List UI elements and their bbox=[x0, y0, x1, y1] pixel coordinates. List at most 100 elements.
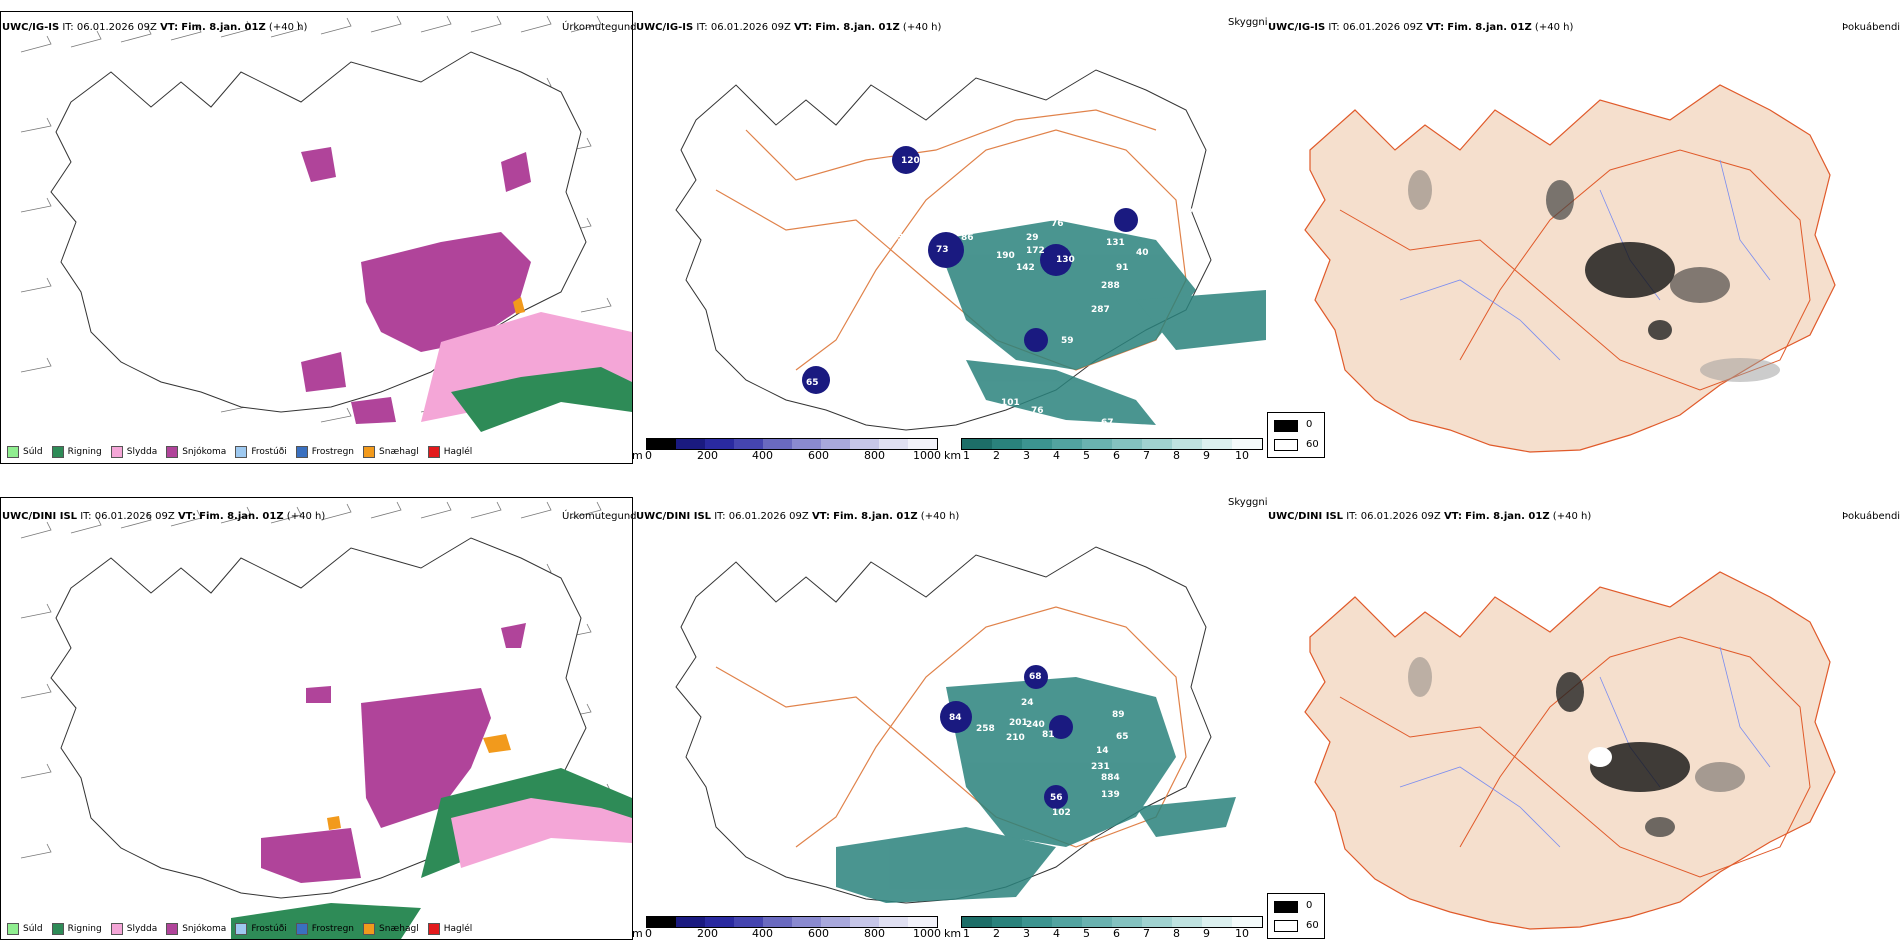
cloud-label: 131 bbox=[1106, 238, 1125, 248]
cloud-label: 172 bbox=[1026, 246, 1045, 256]
visibility-tick: 2 bbox=[993, 449, 1000, 462]
fog-map-1[interactable] bbox=[1300, 40, 1880, 460]
cloud-label: 91 bbox=[1116, 263, 1129, 273]
cloud-base-tick: 1000 bbox=[913, 927, 941, 940]
legend-label: Frostregn bbox=[311, 447, 355, 457]
fog-areas bbox=[1408, 170, 1780, 382]
cloud-base-tick: 600 bbox=[808, 449, 829, 462]
low-visibility-areas bbox=[836, 677, 1236, 903]
legend-label: Súld bbox=[23, 447, 43, 457]
cloud-label: 1 bbox=[721, 118, 727, 128]
cloud-base-unit: m bbox=[632, 449, 643, 462]
visibility-unit: km bbox=[944, 449, 962, 462]
legend-item: Haglél bbox=[427, 446, 472, 458]
vt-label: VT: bbox=[1426, 22, 1445, 33]
cbar-cell bbox=[792, 439, 821, 449]
cbar-cell bbox=[992, 439, 1022, 449]
cbar-cell bbox=[1112, 439, 1142, 449]
cbar-cell bbox=[1052, 917, 1082, 927]
cbar-cell bbox=[1172, 917, 1202, 927]
visibility-tick: 6 bbox=[1113, 927, 1120, 940]
cloud-label: 142 bbox=[1016, 263, 1035, 273]
it-label: IT: bbox=[696, 22, 708, 33]
cloud-visibility-svg-1: 120 89 73 86 190 172 142 130 76 131 91 2… bbox=[675, 69, 1266, 431]
cloud-title-1: Skyggni bbox=[1228, 17, 1268, 28]
model-name: UWC/DINI ISL bbox=[2, 511, 78, 522]
it-label: IT: bbox=[1328, 22, 1340, 33]
vt-label: VT: bbox=[1443, 511, 1462, 522]
precip-type-panel-1[interactable]: Súld Rigning Slydda Snjókoma Frostúði Fr… bbox=[0, 11, 633, 464]
cloud-visibility-map-2[interactable]: 84 258 201 240 210 81 65 68 231 14 884 5… bbox=[636, 527, 1266, 907]
cbar-cell bbox=[962, 917, 992, 927]
cbar-cell bbox=[705, 917, 734, 927]
fog-svg-2 bbox=[1304, 571, 1836, 930]
iceland-land bbox=[1304, 84, 1836, 453]
cbar-cell bbox=[1142, 439, 1172, 449]
legend-swatch bbox=[7, 923, 19, 935]
legend-swatch bbox=[427, 446, 440, 458]
vt-value: Fim. 8.jan. 01Z bbox=[199, 511, 284, 522]
cloud-label: 130 bbox=[1146, 218, 1165, 228]
cloud-label: 59 bbox=[1061, 336, 1074, 346]
cbar-cell bbox=[1202, 439, 1232, 449]
fog-key-black bbox=[1274, 901, 1298, 913]
legend-label: Rigning bbox=[67, 924, 102, 934]
visibility-colorbar-1 bbox=[961, 438, 1263, 450]
cloud-base-labels: 84 258 201 240 210 81 65 68 231 14 884 5… bbox=[894, 618, 1151, 818]
visibility-unit: km bbox=[944, 927, 962, 940]
legend-label: Snjókoma bbox=[182, 447, 227, 457]
visibility-tick: 5 bbox=[1083, 927, 1090, 940]
cbar-cell bbox=[1232, 439, 1262, 449]
cbar-cell bbox=[1082, 917, 1112, 927]
fog-key-label: 60 bbox=[1306, 439, 1319, 450]
cloud-visibility-svg-2: 84 258 201 240 210 81 65 68 231 14 884 5… bbox=[675, 546, 1236, 904]
cbar-cell bbox=[763, 917, 792, 927]
model-name: UWC/IG-IS bbox=[636, 22, 694, 33]
cbar-cell bbox=[705, 439, 734, 449]
legend-swatch bbox=[110, 446, 123, 458]
fog-key-white bbox=[1274, 920, 1298, 932]
legend-item: Frostregn bbox=[295, 446, 355, 458]
precip-header-1: UWC/IG-IS IT: 06.01.2026 09Z VT: Fim. 8.… bbox=[2, 22, 307, 33]
fog-map-2[interactable] bbox=[1300, 527, 1880, 937]
visibility-tick: 2 bbox=[993, 927, 1000, 940]
cbar-cell bbox=[992, 917, 1022, 927]
fog-key-white bbox=[1274, 439, 1298, 451]
cloud-visibility-map-1[interactable]: 120 89 73 86 190 172 142 130 76 131 91 2… bbox=[636, 40, 1266, 435]
cbar-cell bbox=[1232, 917, 1262, 927]
it-value: 06.01.2026 09Z bbox=[1360, 511, 1441, 522]
roads bbox=[715, 606, 1187, 848]
legend-label: Slydda bbox=[126, 924, 158, 934]
precip-legend-1: Súld Rigning Slydda Snjókoma Frostúði Fr… bbox=[7, 446, 481, 458]
cloud-base-colorbar-1 bbox=[646, 438, 938, 450]
legend-label: Snæhagl bbox=[379, 447, 419, 457]
model-name: UWC/DINI ISL bbox=[636, 511, 712, 522]
legend-swatch bbox=[295, 446, 308, 458]
snow-areas bbox=[261, 623, 526, 883]
legend-label: Frostúði bbox=[251, 924, 287, 934]
legend-label: Súld bbox=[23, 924, 43, 934]
it-label: IT: bbox=[62, 22, 74, 33]
cbar-cell bbox=[1172, 439, 1202, 449]
cloud-label: 43 bbox=[891, 233, 904, 243]
cloud-base-tick: 400 bbox=[752, 449, 773, 462]
legend-swatch bbox=[235, 923, 248, 935]
cloud-label: 101 bbox=[1001, 398, 1020, 408]
legend-item: Rigning bbox=[51, 446, 102, 458]
cloud-label: 102 bbox=[1052, 808, 1071, 818]
fog-header-2: UWC/DINI ISL IT: 06.01.2026 09Z VT: Fim.… bbox=[1268, 511, 1591, 522]
visibility-tick: 4 bbox=[1053, 927, 1060, 940]
cloud-label: 210 bbox=[1006, 733, 1025, 743]
legend-swatch bbox=[427, 923, 440, 935]
legend-item: Frostúði bbox=[235, 446, 287, 458]
cloud-label: 73 bbox=[936, 245, 949, 255]
cloud-base-tick: 200 bbox=[697, 449, 718, 462]
cloud-label: 63 bbox=[1176, 153, 1189, 163]
visibility-tick: 8 bbox=[1173, 927, 1180, 940]
fog-key-black bbox=[1274, 420, 1298, 432]
precip-type-panel-2[interactable]: Súld Rigning Slydda Snjókoma Frostúði Fr… bbox=[0, 497, 633, 940]
fog-title-1: Þokuábendi bbox=[1842, 22, 1900, 33]
iceland-land bbox=[1304, 571, 1836, 930]
fog-key-label: 60 bbox=[1306, 920, 1319, 931]
visibility-tick: 1 bbox=[963, 927, 970, 940]
